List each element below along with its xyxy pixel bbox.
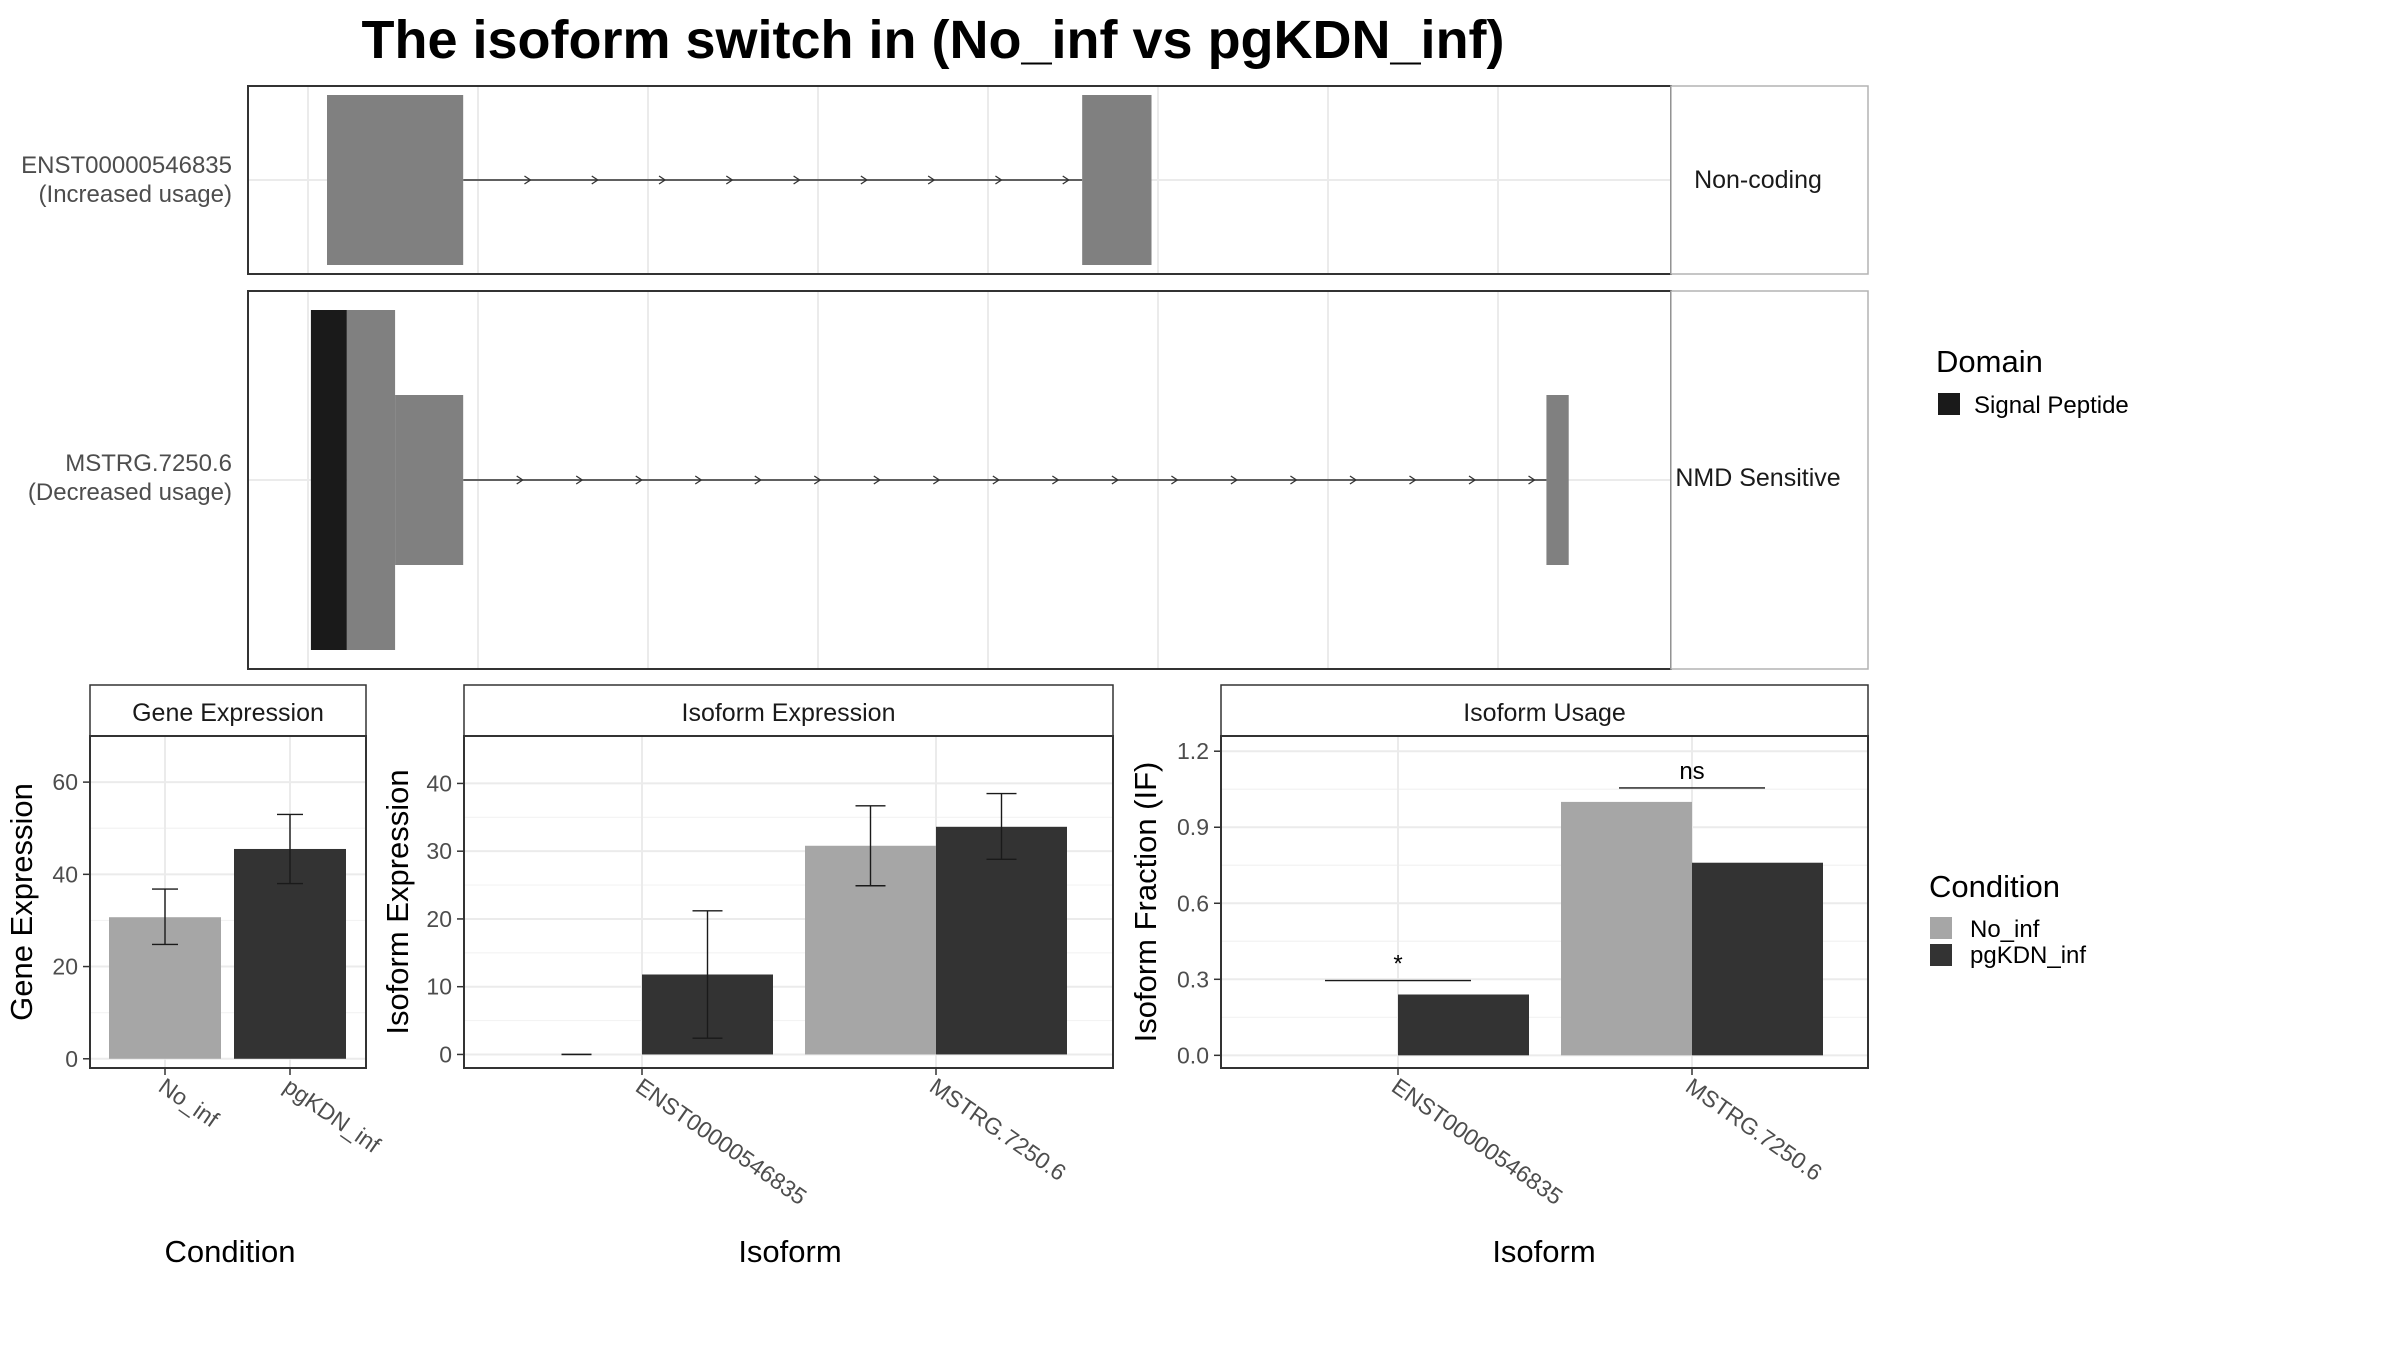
condition-legend-title: Condition bbox=[1929, 869, 2060, 904]
y-tick-label: 20 bbox=[52, 954, 78, 980]
intron-arrow bbox=[860, 175, 869, 185]
intron-arrow bbox=[754, 475, 762, 485]
x-tick-mstrg-7250-6: MSTRG.7250.6 bbox=[1681, 1073, 1827, 1186]
exon-block bbox=[327, 95, 464, 265]
facet-strip bbox=[463, 684, 1114, 737]
intron-arrow bbox=[1230, 475, 1239, 485]
y-tick-label: 20 bbox=[426, 906, 452, 932]
bar-pgkdn-inf bbox=[1398, 994, 1529, 1056]
intron-arrow bbox=[1468, 475, 1477, 485]
domain-legend-title: Domain bbox=[1936, 344, 2043, 379]
isoform-usage-chart: Isoform Usage * ns 0.0 0.3 0.6 0.9 1.2 ENST00000… bbox=[1128, 684, 1869, 1269]
intron-arrow bbox=[1062, 175, 1070, 185]
intron-arrow bbox=[575, 475, 584, 485]
intron-arrow bbox=[813, 475, 822, 485]
y-tick-label: 0.3 bbox=[1177, 966, 1209, 992]
intron-arrow bbox=[524, 175, 532, 185]
y-axis-title: Gene Expression bbox=[4, 783, 39, 1021]
transcript-name-label: ENST00000546835 bbox=[21, 152, 232, 179]
y-tick-label: 30 bbox=[426, 838, 452, 864]
intron-arrow bbox=[1171, 475, 1179, 485]
figure-title: The isoform switch in (No_inf vs pgKDN_i… bbox=[361, 10, 1504, 70]
exon-block bbox=[395, 395, 464, 565]
condition-legend: Condition No_inf pgKDN_inf bbox=[1929, 869, 2086, 969]
significance-label: * bbox=[1393, 951, 1402, 978]
intron-arrow bbox=[995, 175, 1003, 185]
intron-arrow bbox=[591, 175, 599, 185]
intron-arrow bbox=[873, 475, 881, 485]
x-tick-no-inf: No_inf bbox=[154, 1073, 224, 1133]
transcript-category-label: Non-coding bbox=[1694, 166, 1822, 194]
bar-pgkdn-inf bbox=[936, 826, 1067, 1055]
transcript-name-label: MSTRG.7250.6 bbox=[65, 450, 232, 477]
intron-arrow bbox=[927, 175, 936, 185]
intron-arrow bbox=[992, 475, 1001, 485]
transcript-usage-label: (Increased usage) bbox=[39, 181, 232, 208]
y-tick-label: 0.0 bbox=[1177, 1042, 1209, 1068]
exon-block bbox=[346, 310, 396, 650]
legend-key-no-inf bbox=[1930, 917, 1952, 939]
legend-label-pgkdn-inf: pgKDN_inf bbox=[1970, 942, 2086, 969]
y-axis-title: Isoform Fraction (IF) bbox=[1128, 762, 1163, 1043]
intron-arrow bbox=[1290, 475, 1298, 485]
y-tick-label: 0 bbox=[65, 1046, 78, 1072]
x-tick-mstrg-7250-6: MSTRG.7250.6 bbox=[925, 1073, 1071, 1186]
intron-arrow bbox=[932, 475, 941, 485]
facet-title: Isoform Usage bbox=[1463, 699, 1626, 727]
plot-border bbox=[463, 735, 1114, 1069]
intron-arrow bbox=[1111, 475, 1120, 485]
intron-arrow bbox=[725, 175, 734, 185]
category-strip bbox=[1670, 85, 1869, 275]
intron-arrow bbox=[635, 475, 643, 485]
x-tick-enst00000546835: ENST00000546835 bbox=[1387, 1073, 1567, 1210]
intron-arrow bbox=[516, 475, 524, 485]
gene-expression-chart: Gene Expression 0 20 40 60 No_inf pgKDN_inf Con… bbox=[4, 684, 386, 1269]
intron-arrow bbox=[658, 175, 667, 185]
exon-block bbox=[1546, 395, 1569, 565]
legend-label-no-inf: No_inf bbox=[1970, 916, 2040, 943]
legend-key-pgkdn-inf bbox=[1930, 944, 1952, 966]
x-axis-title: Isoform bbox=[738, 1234, 841, 1269]
plot-border bbox=[89, 735, 367, 1069]
intron-arrow bbox=[694, 475, 703, 485]
intron-arrow bbox=[1528, 475, 1536, 485]
y-tick-label: 10 bbox=[426, 974, 452, 1000]
bar-pgkdn-inf bbox=[1692, 862, 1823, 1056]
exon-block bbox=[1082, 95, 1152, 265]
domain-signal-peptide bbox=[310, 310, 347, 650]
isoform-expression-chart: Isoform Expression 0 10 20 30 40 ENST000005468… bbox=[380, 684, 1114, 1269]
intron-arrow bbox=[1409, 475, 1417, 485]
domain-legend: Domain Signal Peptide bbox=[1936, 344, 2129, 419]
transcript-usage-label: (Decreased usage) bbox=[28, 479, 232, 506]
x-axis-title: Isoform bbox=[1492, 1234, 1595, 1269]
y-axis-title: Isoform Expression bbox=[380, 769, 415, 1034]
facet-strip bbox=[89, 684, 367, 737]
y-tick-label: 60 bbox=[52, 769, 78, 795]
category-strip bbox=[1670, 290, 1869, 670]
transcript-category-label: NMD Sensitive bbox=[1675, 464, 1840, 492]
legend-key-signal-peptide bbox=[1938, 393, 1960, 415]
intron-arrow bbox=[1052, 475, 1060, 485]
facet-title: Gene Expression bbox=[132, 699, 324, 727]
y-tick-label: 40 bbox=[52, 861, 78, 887]
y-tick-label: 0.6 bbox=[1177, 890, 1209, 916]
plot-border bbox=[1220, 735, 1869, 1069]
y-tick-label: 0 bbox=[439, 1041, 452, 1067]
transcript-structure-plot bbox=[247, 85, 1869, 670]
y-tick-label: 40 bbox=[426, 770, 452, 796]
intron-arrow bbox=[1349, 475, 1358, 485]
legend-label-signal-peptide: Signal Peptide bbox=[1974, 392, 2129, 419]
x-tick-pgkdn-inf: pgKDN_inf bbox=[279, 1073, 386, 1158]
intron-arrow bbox=[793, 175, 801, 185]
y-tick-label: 0.9 bbox=[1177, 814, 1209, 840]
y-tick-label: 1.2 bbox=[1177, 738, 1209, 764]
x-tick-enst00000546835: ENST00000546835 bbox=[631, 1073, 811, 1210]
significance-label: ns bbox=[1679, 758, 1704, 785]
bar-no-inf bbox=[1561, 801, 1692, 1056]
x-axis-title: Condition bbox=[165, 1234, 296, 1269]
facet-title: Isoform Expression bbox=[682, 699, 896, 727]
